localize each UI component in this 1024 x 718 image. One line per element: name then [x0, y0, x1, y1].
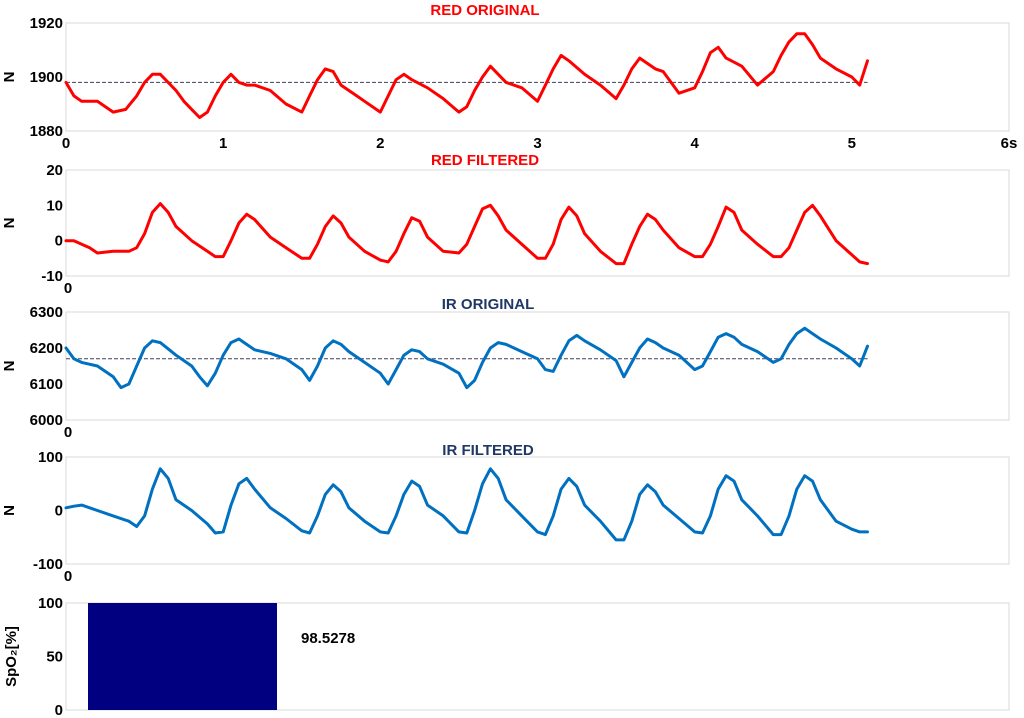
red_original-xtick-1: 1 — [219, 135, 227, 152]
red_original-ytick-2: 1920 — [30, 15, 63, 32]
red_original-xtick-5: 5 — [848, 135, 856, 152]
red_filtered-title: RED FILTERED — [431, 152, 539, 169]
red_original-series-line — [64, 32, 869, 119]
red_original-frame — [65, 22, 1010, 132]
red_filtered-frame — [65, 169, 1010, 277]
ir_filtered-ylabel: N — [1, 505, 18, 516]
ir_filtered-ytick-0: -100 — [33, 556, 63, 573]
ir_original-ytick-0: 6000 — [30, 412, 63, 429]
red_original-xtick-0: 0 — [62, 135, 70, 152]
ir_original-title: IR ORIGINAL — [442, 296, 535, 313]
red_filtered-ytick-3: 20 — [46, 162, 63, 179]
spo2-frame — [65, 602, 1010, 711]
ir_original-series-line — [64, 326, 869, 390]
red_original-ytick-1: 1900 — [30, 69, 63, 86]
spo2-ytick-0: 0 — [55, 702, 63, 718]
spo2-value-label: 98.5278 — [301, 630, 355, 647]
ir_filtered-series-line — [64, 467, 869, 542]
ir_filtered-corner-label: 0 — [64, 568, 72, 585]
red_filtered-ytick-1: 0 — [55, 233, 63, 250]
spo2-bar — [88, 603, 277, 710]
spo2-ylabel: SpO₂[%] — [3, 626, 20, 687]
ir_original-ytick-3: 6300 — [30, 304, 63, 321]
spo2-ytick-2: 100 — [38, 595, 63, 612]
red_filtered-series-line — [64, 202, 869, 266]
ir_original-frame — [65, 311, 1010, 421]
red_original-xtick-4: 4 — [690, 135, 699, 152]
red_original-xtick-2: 2 — [376, 135, 384, 152]
ir_original-corner-label: 0 — [64, 424, 72, 441]
ir_filtered-ytick-1: 0 — [55, 503, 63, 520]
red_filtered-ylabel: N — [1, 218, 18, 229]
ir_original-ytick-1: 6100 — [30, 376, 63, 393]
ir_filtered-ytick-2: 100 — [38, 449, 63, 466]
spo2-ytick-1: 50 — [46, 649, 63, 666]
red_filtered-ytick-0: -10 — [41, 268, 63, 285]
red_original-ytick-0: 1880 — [30, 123, 63, 140]
red_original-ylabel: N — [1, 72, 18, 83]
red_original-xtick-6: 6s — [1001, 135, 1018, 152]
red_filtered-corner-label: 0 — [64, 280, 72, 297]
ir_filtered-title: IR FILTERED — [442, 442, 534, 459]
red_original-title: RED ORIGINAL — [430, 2, 539, 19]
red_filtered-ytick-2: 10 — [46, 197, 63, 214]
red_original-xtick-3: 3 — [533, 135, 541, 152]
ir_original-ylabel: N — [1, 361, 18, 372]
ir_filtered-frame — [65, 456, 1010, 565]
ir_original-ytick-2: 6200 — [30, 340, 63, 357]
